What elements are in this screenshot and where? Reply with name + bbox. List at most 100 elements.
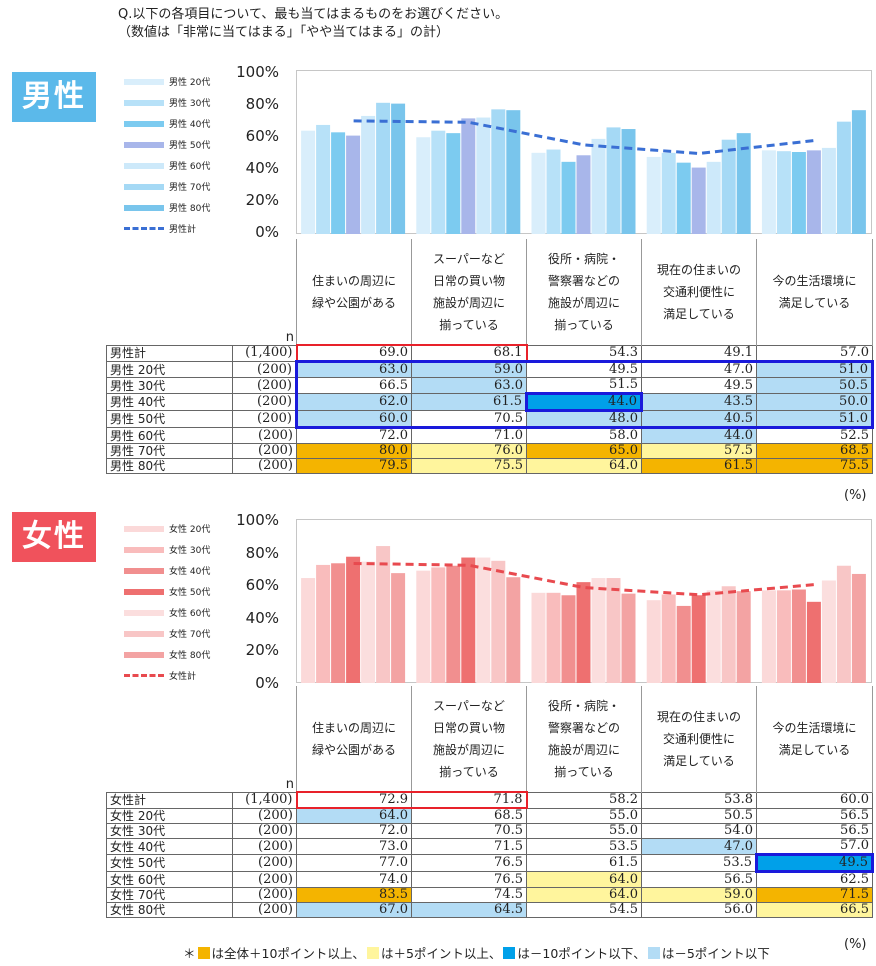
bar-女性-80代 bbox=[736, 591, 751, 683]
male-bar-chart bbox=[301, 102, 866, 234]
row-label: 男性 70代 bbox=[106, 443, 233, 459]
male-data-table: n 住まいの周辺に 緑や公園がある スーパーなど 日常の買い物 施設が周辺に 揃っている… bbox=[106, 239, 874, 474]
bar-女性-40代 bbox=[561, 595, 576, 683]
value-cell: 64.0 bbox=[526, 887, 642, 903]
bar-男性-50代 bbox=[806, 150, 821, 234]
legend-item: 男性 40代 bbox=[124, 113, 244, 134]
row-n: (200) bbox=[232, 838, 297, 855]
bar-女性-40代 bbox=[676, 605, 691, 683]
row-n: (200) bbox=[232, 377, 297, 394]
value-cell: 50.0 bbox=[756, 393, 874, 411]
y-tick-label: 40% bbox=[245, 609, 279, 627]
value-cell: 53.5 bbox=[526, 838, 642, 855]
value-cell: 63.0 bbox=[411, 377, 527, 394]
value-cell: 68.5 bbox=[411, 807, 527, 824]
value-cell: 57.0 bbox=[756, 838, 873, 855]
category-header: 住まいの周辺に 緑や公園がある bbox=[296, 239, 412, 345]
bar-女性-70代 bbox=[836, 565, 851, 683]
value-cell: 55.0 bbox=[526, 823, 642, 839]
y-tick-label: 20% bbox=[245, 641, 279, 659]
value-cell: 58.2 bbox=[526, 791, 642, 809]
y-tick-label: 100% bbox=[236, 511, 279, 529]
legend-item: 女性 20代 bbox=[124, 518, 244, 539]
value-cell: 57.0 bbox=[756, 344, 873, 362]
value-cell: 54.5 bbox=[526, 902, 642, 918]
legend-swatch bbox=[124, 567, 164, 574]
category-header: 今の生活環境に 満足している bbox=[756, 239, 873, 345]
legend-item: 女性 40代 bbox=[124, 560, 244, 581]
table-row: 男性 20代 (200) 63.0 59.0 49.5 47.0 51.0 bbox=[106, 360, 874, 378]
category-header: 住まいの周辺に 緑や公園がある bbox=[296, 686, 412, 792]
legend-item: 男性 80代 bbox=[124, 197, 244, 218]
value-cell: 75.5 bbox=[411, 458, 527, 474]
row-label: 女性 60代 bbox=[106, 871, 233, 888]
bar-男性-70代 bbox=[721, 139, 736, 234]
female-unit-label: (%) bbox=[844, 937, 867, 952]
bar-男性-50代 bbox=[691, 167, 706, 234]
bar-女性-40代 bbox=[331, 563, 346, 683]
bar-男性-50代 bbox=[461, 118, 476, 234]
value-cell: 56.5 bbox=[641, 871, 757, 888]
value-cell: 66.5 bbox=[756, 902, 873, 918]
value-cell: 76.5 bbox=[411, 871, 527, 888]
value-cell: 48.0 bbox=[526, 410, 642, 429]
row-label: 男性 80代 bbox=[106, 458, 233, 474]
value-cell: 73.0 bbox=[296, 838, 412, 855]
legend-swatch bbox=[124, 546, 164, 553]
minus5-swatch bbox=[647, 946, 660, 959]
row-n: (200) bbox=[232, 887, 297, 903]
legend-swatch bbox=[124, 78, 164, 85]
row-n: (200) bbox=[232, 427, 297, 444]
value-cell: 43.5 bbox=[641, 393, 757, 411]
row-label: 女性 80代 bbox=[106, 902, 233, 918]
bar-男性-40代 bbox=[446, 133, 461, 234]
value-cell: 77.0 bbox=[296, 854, 412, 872]
male-unit-label: (%) bbox=[844, 488, 867, 503]
value-cell: 49.5 bbox=[755, 853, 874, 873]
bar-男性-70代 bbox=[836, 121, 851, 234]
bar-女性-20代 bbox=[531, 592, 546, 683]
legend-swatch bbox=[124, 162, 164, 169]
value-cell: 44.0 bbox=[525, 392, 643, 412]
bar-女性-80代 bbox=[506, 577, 521, 683]
row-n: (200) bbox=[232, 361, 297, 378]
bar-男性-20代 bbox=[761, 150, 776, 234]
value-cell: 72.0 bbox=[296, 823, 412, 839]
question-line-1: Q.以下の各項目について、最も当てはまるものをお選びください。 bbox=[118, 7, 509, 22]
value-cell: 56.5 bbox=[756, 807, 873, 824]
legend-swatch bbox=[124, 99, 164, 106]
legend-swatch bbox=[124, 588, 164, 595]
y-tick-label: 100% bbox=[236, 63, 279, 81]
legend-swatch bbox=[124, 609, 164, 616]
row-label: 女性 70代 bbox=[106, 887, 233, 903]
table-row: 男性 30代 (200) 66.5 63.0 51.5 49.5 50.5 bbox=[106, 377, 874, 394]
bar-女性-60代 bbox=[476, 557, 491, 683]
bar-女性-30代 bbox=[661, 594, 676, 683]
legend-item: 男性 50代 bbox=[124, 134, 244, 155]
table-row: 男性 50代 (200) 60.0 70.5 48.0 40.5 51.0 bbox=[106, 410, 874, 429]
table-row: 女性 30代 (200) 72.0 70.5 55.0 54.0 56.5 bbox=[106, 823, 873, 839]
female-legend: 女性 20代 女性 30代 女性 40代 女性 50代 女性 60代 女性 70… bbox=[124, 518, 244, 686]
bar-女性-70代 bbox=[376, 546, 391, 683]
male-badge: 男性 bbox=[12, 72, 96, 122]
n-header: n bbox=[232, 239, 297, 345]
female-data-table: n 住まいの周辺に 緑や公園がある スーパーなど 日常の買い物 施設が周辺に 揃っている… bbox=[106, 686, 874, 918]
bar-男性-80代 bbox=[621, 129, 636, 234]
value-cell: 60.0 bbox=[756, 791, 873, 809]
value-cell: 61.5 bbox=[641, 458, 757, 474]
bar-女性-80代 bbox=[621, 593, 636, 683]
value-cell: 76.0 bbox=[411, 443, 527, 459]
bar-男性-40代 bbox=[676, 162, 691, 234]
value-cell: 60.0 bbox=[295, 410, 412, 429]
legend-line bbox=[124, 227, 164, 230]
y-tick-label: 40% bbox=[245, 159, 279, 177]
bar-男性-70代 bbox=[376, 102, 391, 234]
bar-男性-40代 bbox=[791, 152, 806, 234]
row-label: 女性 20代 bbox=[106, 807, 233, 824]
bar-女性-30代 bbox=[546, 592, 561, 683]
row-label: 男性 60代 bbox=[106, 427, 233, 444]
question-line-2: （数値は「非常に当てはまる」「やや当てはまる」の計） bbox=[118, 25, 449, 40]
bar-男性-50代 bbox=[346, 135, 361, 234]
footnote: ＊ は全体＋10ポイント以上、 は＋5ポイント以上、 は－10ポイント以下、 は… bbox=[183, 943, 770, 962]
value-cell: 62.5 bbox=[756, 871, 873, 888]
